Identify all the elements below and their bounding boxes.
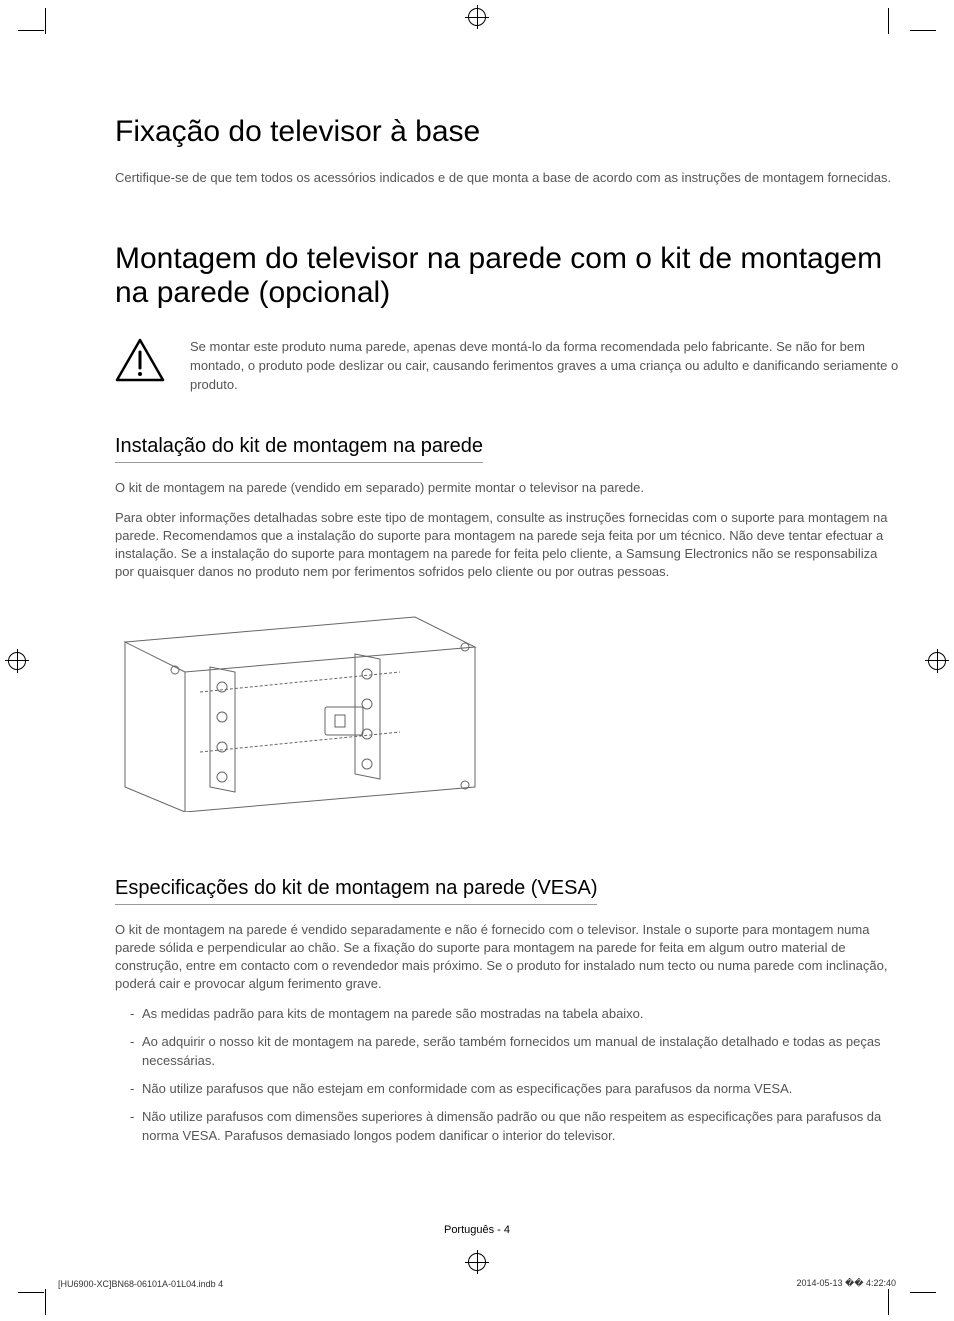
crop-mark	[45, 8, 46, 34]
crop-mark	[888, 8, 889, 34]
especificacoes-bullet-list: As medidas padrão para kits de montagem …	[115, 1005, 899, 1145]
wall-mount-diagram	[115, 612, 485, 812]
section-heading-montagem: Montagem do televisor na parede com o ki…	[115, 242, 899, 310]
subsection-especificacoes: Especificações do kit de montagem na par…	[115, 877, 899, 1146]
list-item: Não utilize parafusos com dimensões supe…	[130, 1108, 899, 1146]
crop-mark	[45, 1289, 46, 1315]
page-footer-center: Português - 4	[444, 1224, 510, 1236]
subsection-heading-especificacoes: Especificações do kit de montagem na par…	[115, 877, 597, 905]
registration-mark-icon	[468, 1253, 486, 1271]
warning-text: Se montar este produto numa parede, apen…	[190, 338, 899, 395]
registration-mark-icon	[468, 8, 486, 26]
list-item: Ao adquirir o nosso kit de montagem na p…	[130, 1033, 899, 1071]
list-item: As medidas padrão para kits de montagem …	[130, 1005, 899, 1024]
section-heading-fixacao: Fixação do televisor à base	[115, 115, 899, 149]
page-footer-right: 2014-05-13 �� 4:22:40	[796, 1278, 896, 1289]
warning-block: Se montar este produto numa parede, apen…	[115, 338, 899, 395]
instalacao-paragraph-1: O kit de montagem na parede (vendido em …	[115, 479, 899, 497]
warning-triangle-icon	[115, 338, 165, 383]
crop-mark	[910, 30, 936, 31]
fixacao-paragraph: Certifique-se de que tem todos os acessó…	[115, 169, 899, 187]
crop-mark	[18, 30, 44, 31]
registration-mark-icon	[8, 652, 26, 670]
crop-mark	[910, 1292, 936, 1293]
list-item: Não utilize parafusos que não estejam em…	[130, 1080, 899, 1099]
subsection-heading-instalacao: Instalação do kit de montagem na parede	[115, 435, 483, 463]
crop-mark	[888, 1289, 889, 1315]
crop-mark	[18, 1292, 44, 1293]
subsection-instalacao: Instalação do kit de montagem na parede …	[115, 435, 899, 847]
page-footer-left: [HU6900-XC]BN68-06101A-01L04.indb 4	[58, 1279, 223, 1289]
especificacoes-paragraph: O kit de montagem na parede é vendido se…	[115, 921, 899, 994]
instalacao-paragraph-2: Para obter informações detalhadas sobre …	[115, 509, 899, 582]
registration-mark-icon	[928, 652, 946, 670]
page-content: Fixação do televisor à base Certifique-s…	[0, 0, 954, 1225]
